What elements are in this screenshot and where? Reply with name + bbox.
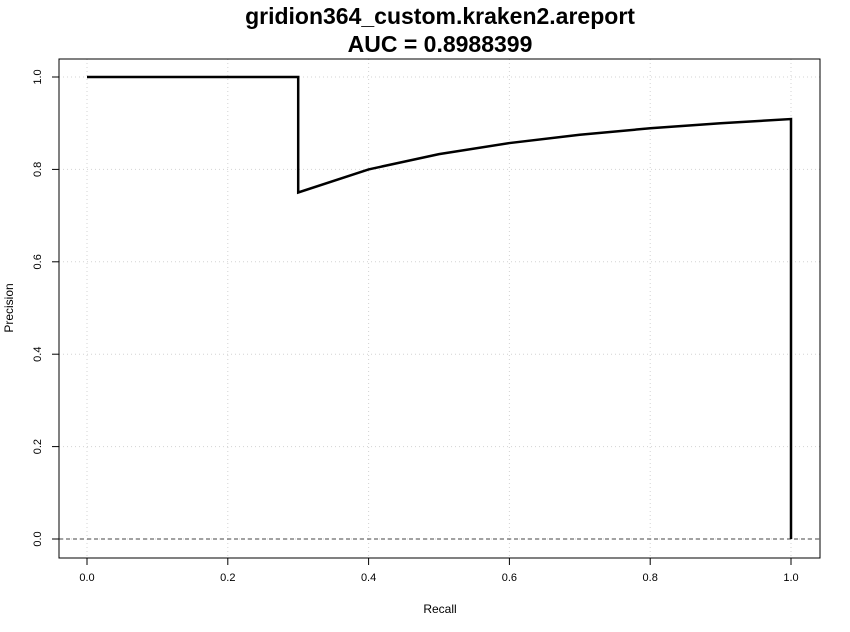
x-tick-label: 1.0: [783, 572, 798, 584]
y-axis-label: Precision: [2, 283, 16, 332]
y-axis: 0.0 0.2 0.4 0.6 0.8 1.0: [32, 69, 59, 547]
y-tick-label: 0.4: [32, 347, 44, 362]
plot-frame: [58, 58, 821, 559]
y-tick-label: 0.2: [32, 439, 44, 454]
grid: [59, 59, 820, 558]
x-tick-label: 0.8: [643, 572, 658, 584]
y-tick-label: 1.0: [32, 69, 44, 84]
y-tick-label: 0.8: [32, 162, 44, 177]
x-tick-label: 0.4: [361, 572, 376, 584]
x-axis: 0.0 0.2 0.4 0.6 0.8 1.0: [79, 558, 799, 584]
x-tick-label: 0.6: [502, 572, 517, 584]
y-tick-label: 0.6: [32, 254, 44, 269]
pr-curve-line: [87, 75, 793, 539]
chart-title: gridion364_custom.kraken2.areport: [245, 3, 635, 29]
series-layer: [87, 75, 793, 539]
x-tick-label: 0.2: [220, 572, 235, 584]
y-tick-label: 0.0: [32, 531, 44, 546]
x-axis-label: Recall: [423, 602, 456, 616]
x-tick-label: 0.0: [79, 572, 94, 584]
chart-subtitle: AUC = 0.8988399: [348, 31, 533, 57]
